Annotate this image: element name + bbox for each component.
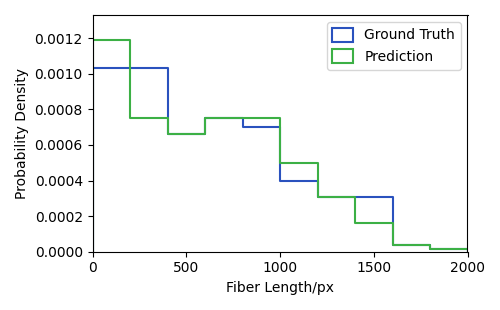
Ground Truth — [314, 179, 320, 182]
Ground Truth — [240, 116, 246, 120]
Y-axis label: Probability Density: Probability Density — [15, 68, 29, 199]
Prediction — [277, 161, 283, 165]
Prediction — [390, 221, 396, 225]
Prediction — [427, 244, 433, 247]
Ground Truth — [164, 132, 170, 136]
Ground Truth — [240, 125, 246, 129]
Prediction — [164, 116, 170, 120]
Prediction — [202, 116, 208, 120]
Ground Truth — [277, 125, 283, 129]
Ground Truth — [390, 195, 396, 198]
Prediction — [202, 132, 208, 136]
Ground Truth — [277, 179, 283, 182]
Prediction — [277, 161, 283, 165]
Prediction — [314, 161, 320, 165]
Ground Truth — [202, 116, 208, 120]
Prediction — [427, 244, 433, 247]
Prediction — [240, 116, 246, 120]
Ground Truth — [202, 132, 208, 136]
Ground Truth — [277, 179, 283, 182]
Ground Truth — [314, 179, 320, 182]
Prediction — [352, 195, 358, 198]
Ground Truth — [164, 67, 170, 70]
Prediction — [240, 116, 246, 120]
Ground Truth — [90, 67, 96, 70]
Ground Truth — [390, 195, 396, 198]
Prediction — [464, 247, 470, 250]
Ground Truth — [464, 247, 470, 250]
Prediction — [390, 244, 396, 247]
Prediction — [127, 116, 133, 120]
Prediction — [240, 116, 246, 120]
Ground Truth — [427, 244, 433, 247]
Prediction — [240, 116, 246, 120]
Ground Truth — [314, 195, 320, 198]
Ground Truth — [90, 67, 96, 70]
Ground Truth — [127, 67, 133, 70]
Prediction — [202, 116, 208, 120]
Legend: Ground Truth, Prediction: Ground Truth, Prediction — [326, 22, 460, 70]
Prediction — [90, 250, 96, 254]
Prediction — [352, 195, 358, 198]
Prediction — [464, 250, 470, 254]
Ground Truth — [390, 244, 396, 247]
Prediction — [127, 38, 133, 42]
Ground Truth — [240, 125, 246, 129]
Prediction — [164, 132, 170, 136]
Ground Truth — [464, 250, 470, 254]
Ground Truth — [164, 67, 170, 70]
Prediction — [390, 244, 396, 247]
Line: Prediction: Prediction — [92, 40, 468, 252]
Prediction — [90, 38, 96, 42]
Ground Truth — [314, 195, 320, 198]
Ground Truth — [202, 116, 208, 120]
Prediction — [314, 195, 320, 198]
Prediction — [352, 221, 358, 225]
Prediction — [427, 247, 433, 250]
Ground Truth — [90, 250, 96, 254]
Ground Truth — [127, 67, 133, 70]
Line: Ground Truth: Ground Truth — [92, 69, 468, 252]
Prediction — [390, 221, 396, 225]
Prediction — [277, 116, 283, 120]
Prediction — [127, 38, 133, 42]
Prediction — [127, 116, 133, 120]
Prediction — [427, 247, 433, 250]
Prediction — [164, 132, 170, 136]
Prediction — [164, 116, 170, 120]
Prediction — [352, 221, 358, 225]
Ground Truth — [277, 125, 283, 129]
Ground Truth — [427, 247, 433, 250]
Prediction — [277, 116, 283, 120]
Ground Truth — [390, 244, 396, 247]
Ground Truth — [164, 132, 170, 136]
Prediction — [464, 247, 470, 250]
Ground Truth — [240, 116, 246, 120]
Prediction — [314, 161, 320, 165]
Ground Truth — [202, 132, 208, 136]
Ground Truth — [127, 67, 133, 70]
Ground Truth — [427, 247, 433, 250]
Ground Truth — [427, 244, 433, 247]
Prediction — [90, 38, 96, 42]
Prediction — [314, 195, 320, 198]
Ground Truth — [127, 67, 133, 70]
Prediction — [202, 132, 208, 136]
Ground Truth — [464, 247, 470, 250]
X-axis label: Fiber Length/px: Fiber Length/px — [226, 281, 334, 295]
